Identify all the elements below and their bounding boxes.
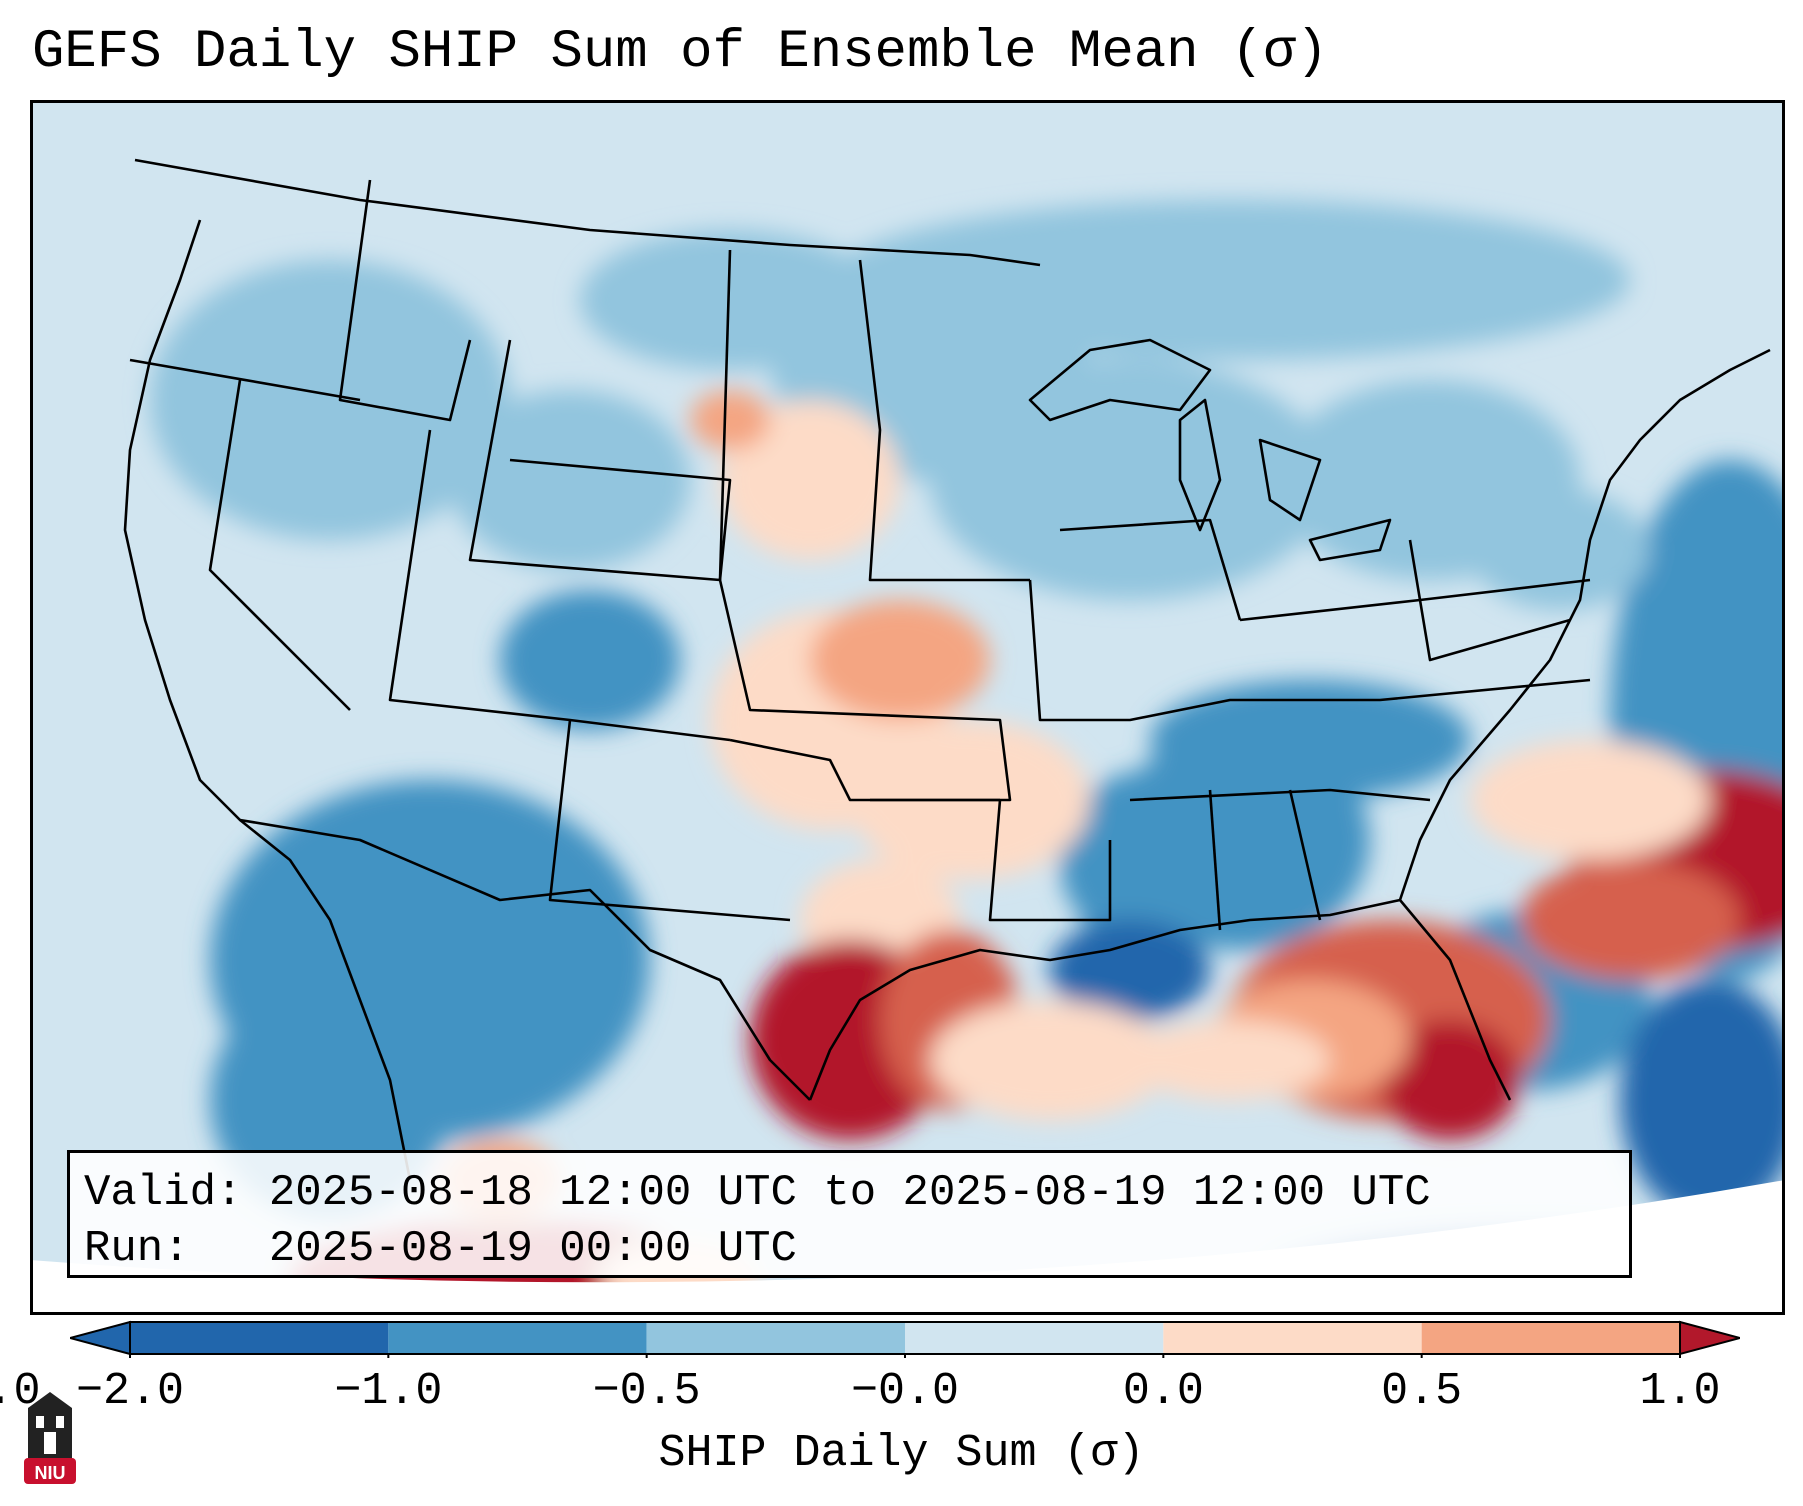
state-line xyxy=(1288,789,1322,921)
colorbar-tick-label: 1.0 xyxy=(1639,1366,1721,1417)
lake-michigan xyxy=(1178,398,1222,532)
anomaly-region xyxy=(150,260,510,540)
logo-badge xyxy=(24,1458,76,1484)
mexico-border xyxy=(239,818,811,1101)
anomaly-region xyxy=(1470,740,1710,860)
state-line xyxy=(338,179,472,422)
anomaly-region xyxy=(1620,980,1785,1220)
lake-huron xyxy=(1258,438,1322,522)
state-line xyxy=(1129,788,1431,802)
pacific-coast xyxy=(123,219,412,1181)
colorbar-bin xyxy=(646,1322,905,1354)
colorbar-tick-label: 0.0 xyxy=(1122,1366,1204,1417)
anomaly-region xyxy=(1520,860,1740,980)
colorbar-tick-label: 0.5 xyxy=(1381,1366,1463,1417)
state-line xyxy=(718,249,732,581)
anomaly-region xyxy=(450,390,690,570)
state-line xyxy=(1059,518,1242,621)
gulf-coast xyxy=(808,898,1512,1101)
state-line xyxy=(548,719,791,922)
boundaries xyxy=(123,158,1771,1181)
state-line xyxy=(1208,789,1222,931)
anomaly-region xyxy=(810,600,990,720)
anomaly-region xyxy=(930,1000,1170,1120)
state-line xyxy=(388,429,731,742)
anomaly-region xyxy=(580,230,880,370)
colorbar-label: SHIP Daily Sum (σ) xyxy=(658,1428,1145,1479)
map-frame xyxy=(30,100,1785,1315)
anomaly-region xyxy=(1130,1020,1330,1100)
niu-logo: NIU xyxy=(24,1392,76,1484)
colorbar-bin xyxy=(1421,1322,1680,1354)
map-title: GEFS Daily SHIP Sum of Ensemble Mean (σ) xyxy=(32,22,1329,83)
colorbar-bin xyxy=(388,1322,647,1354)
anomaly-region xyxy=(1470,490,1650,610)
logo-roof xyxy=(28,1392,72,1408)
colorbar xyxy=(70,1320,1740,1358)
canada-us-border xyxy=(134,158,1041,267)
anomaly-region xyxy=(1060,770,1240,950)
anomaly-region xyxy=(1150,680,1470,800)
colorbar-bin xyxy=(130,1322,389,1354)
run-label: Run: xyxy=(84,1224,190,1274)
colorbar-tick-label: −0.0 xyxy=(850,1366,960,1417)
colorbar-extend-low xyxy=(70,1320,131,1356)
anomaly-region xyxy=(830,200,1630,360)
state-line xyxy=(1408,539,1571,662)
colorbar-bin xyxy=(1163,1322,1422,1354)
state-line xyxy=(129,358,361,402)
colorbar-tick-label: −1.0 xyxy=(334,1366,443,1417)
colorbar-tick-label: −2.0 xyxy=(75,1366,185,1417)
state-line xyxy=(988,799,1112,922)
lake-superior xyxy=(1028,338,1212,422)
state-line xyxy=(208,379,351,711)
valid-run-box: Valid: 2025-08-18 12:00 UTC to 2025-08-1… xyxy=(67,1150,1632,1278)
anomaly-map xyxy=(30,100,1785,1315)
anomaly-region xyxy=(1050,920,1210,1020)
projection-edge xyxy=(30,1180,1785,1315)
state-line xyxy=(1028,579,1591,722)
anomaly-region xyxy=(720,400,900,560)
valid-value: 2025-08-18 12:00 UTC to 2025-08-19 12:00… xyxy=(268,1168,1431,1218)
anomaly-region xyxy=(500,590,680,730)
valid-label: Valid: xyxy=(84,1168,243,1218)
run-value: 2025-08-19 00:00 UTC xyxy=(268,1224,797,1274)
atlantic-coast xyxy=(1398,348,1771,901)
colorbar-extend-high xyxy=(1679,1320,1740,1356)
state-line xyxy=(858,259,1030,582)
colorbar-tick-label: −0.5 xyxy=(592,1366,701,1417)
state-line xyxy=(729,738,1000,802)
colorbar-bin xyxy=(905,1322,1164,1354)
logo-text: NIU xyxy=(35,1463,66,1483)
lake-erie xyxy=(1308,518,1392,562)
anomaly-region xyxy=(690,390,770,450)
